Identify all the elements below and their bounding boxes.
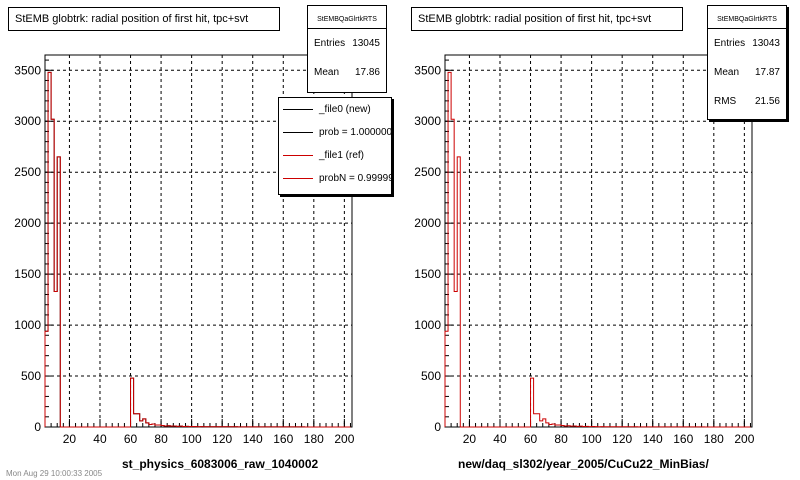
x-tick-label: 80 (154, 432, 168, 446)
x-tick-label: 180 (704, 432, 724, 446)
y-tick-label: 3500 (14, 63, 41, 77)
x-tick-label: 200 (734, 432, 754, 446)
x-tick-label: 200 (334, 432, 354, 446)
x-tick-label: 140 (243, 432, 263, 446)
x-tick-label: 20 (63, 432, 77, 446)
x-tick-label: 160 (673, 432, 693, 446)
y-tick-label: 2500 (414, 165, 441, 179)
left-stats-box: StEMBQaGlrtkRTS Entries 13045 Mean 17.86 (307, 5, 387, 93)
left-stats-header: StEMBQaGlrtkRTS (308, 6, 386, 29)
left-title-box: StEMB globtrk: radial position of first … (8, 7, 280, 31)
right-title-box: StEMB globtrk: radial position of first … (411, 7, 683, 31)
x-tick-label: 60 (124, 432, 138, 446)
footer-timestamp: Mon Aug 29 10:00:33 2005 (6, 469, 103, 478)
y-tick-label: 500 (421, 369, 441, 383)
right-stats-header: StEMBQaGlrtkRTS (708, 6, 786, 29)
y-tick-label: 3000 (14, 114, 41, 128)
legend-entry: prob = 1.000000 (279, 121, 391, 144)
y-tick-label: 500 (21, 369, 41, 383)
left-stats-row: Mean 17.86 (314, 67, 380, 78)
x-tick-label: 120 (212, 432, 232, 446)
histogram-series--file1-ref- (444, 71, 751, 428)
left-xlabel: st_physics_6083006_raw_1040002 (122, 457, 319, 471)
legend-swatch (283, 155, 313, 156)
legend-entry: probN = 0.999995 (279, 167, 391, 190)
x-tick-label: 80 (554, 432, 568, 446)
right-title: StEMB globtrk: radial position of first … (418, 13, 652, 25)
left-stats-row: Entries 13045 (314, 38, 380, 49)
y-tick-label: 3000 (414, 114, 441, 128)
right-stats-row: Entries 13043 (714, 38, 780, 49)
right-stats-box: StEMBQaGlrtkRTS Entries 13043 Mean 17.87… (707, 5, 787, 120)
legend-swatch (283, 109, 313, 110)
right-stats-row: RMS 21.56 (714, 96, 780, 107)
y-tick-label: 0 (34, 420, 41, 434)
x-tick-label: 100 (582, 432, 602, 446)
legend-entry: _file1 (ref) (279, 144, 391, 167)
y-tick-label: 3500 (414, 63, 441, 77)
right-stats-row: Mean 17.87 (714, 67, 780, 78)
x-tick-label: 180 (304, 432, 324, 446)
plot-1: 20 40 60 80 100 120 140 160 180 20005001000150020… (414, 54, 755, 446)
x-tick-label: 160 (273, 432, 293, 446)
y-tick-label: 2000 (14, 216, 41, 230)
y-tick-label: 1500 (414, 267, 441, 281)
left-title: StEMB globtrk: radial position of first … (15, 13, 249, 25)
x-tick-label: 20 (463, 432, 477, 446)
legend-entry: _file0 (new) (279, 98, 391, 121)
y-tick-label: 0 (434, 420, 441, 434)
histogram-series--file1-ref- (44, 71, 351, 428)
y-tick-label: 2500 (14, 165, 41, 179)
x-tick-label: 140 (643, 432, 663, 446)
legend-swatch (283, 132, 313, 133)
plot-frame (444, 54, 753, 428)
x-tick-label: 60 (524, 432, 538, 446)
x-tick-label: 100 (182, 432, 202, 446)
y-tick-label: 2000 (414, 216, 441, 230)
y-tick-label: 1500 (14, 267, 41, 281)
right-xlabel: new/daq_sl302/year_2005/CuCu22_MinBias/ (458, 457, 709, 471)
legend-swatch (283, 178, 313, 179)
y-tick-label: 1000 (14, 318, 41, 332)
left-legend: _file0 (new) prob = 1.000000 _file1 (ref… (278, 97, 392, 195)
y-tick-label: 1000 (414, 318, 441, 332)
x-tick-label: 120 (612, 432, 632, 446)
x-tick-label: 40 (493, 432, 507, 446)
x-tick-label: 40 (93, 432, 107, 446)
